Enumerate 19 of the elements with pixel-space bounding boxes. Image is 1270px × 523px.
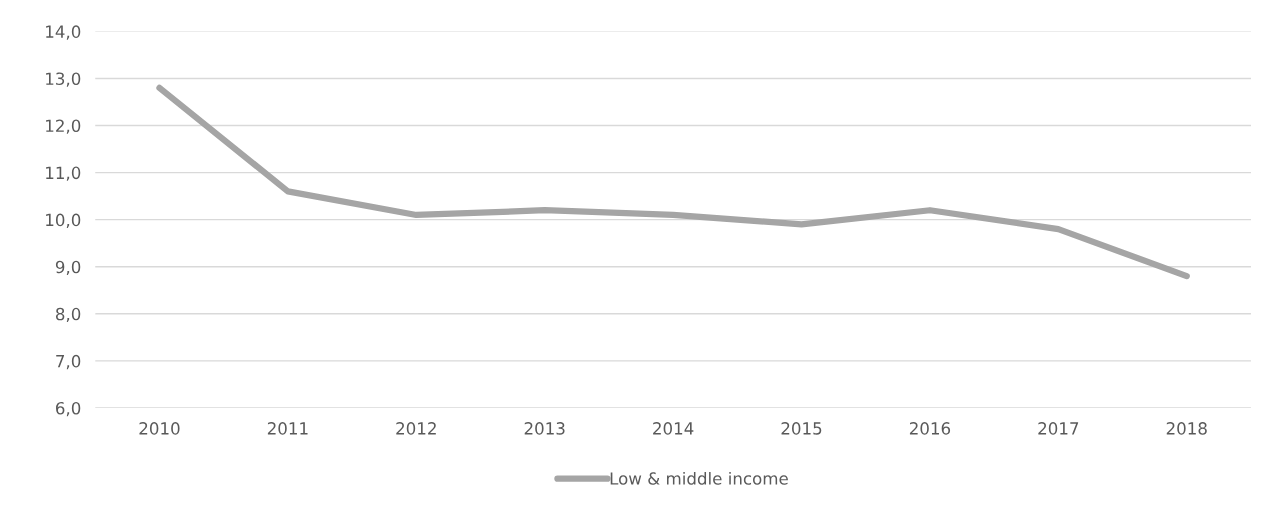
legend-label: Low & middle income <box>610 471 788 485</box>
x-tick-label: 2016 <box>909 422 951 435</box>
y-tick-label: 8,0 <box>55 307 81 323</box>
x-tick-label: 2018 <box>1166 422 1207 435</box>
x-tick-label: 2014 <box>653 422 694 435</box>
x-tick-label: 2017 <box>1038 422 1079 435</box>
x-tick-label: 2015 <box>781 422 822 435</box>
y-tick-label: 10,0 <box>46 213 81 228</box>
x-tick-label: 2013 <box>524 422 565 435</box>
y-tick-label: 7,0 <box>56 354 81 370</box>
y-tick-label: 6,0 <box>56 401 81 417</box>
x-tick-label: 2011 <box>267 422 308 435</box>
y-tick-label: 11,0 <box>46 166 81 181</box>
y-tick-label: 14,0 <box>46 25 81 40</box>
y-tick-label: 13,0 <box>46 72 81 87</box>
y-tick-label: 9,0 <box>55 260 81 275</box>
x-tick-label: 2012 <box>396 422 436 435</box>
y-tick-label: 12,0 <box>46 119 81 134</box>
x-tick-label: 2010 <box>139 422 180 435</box>
